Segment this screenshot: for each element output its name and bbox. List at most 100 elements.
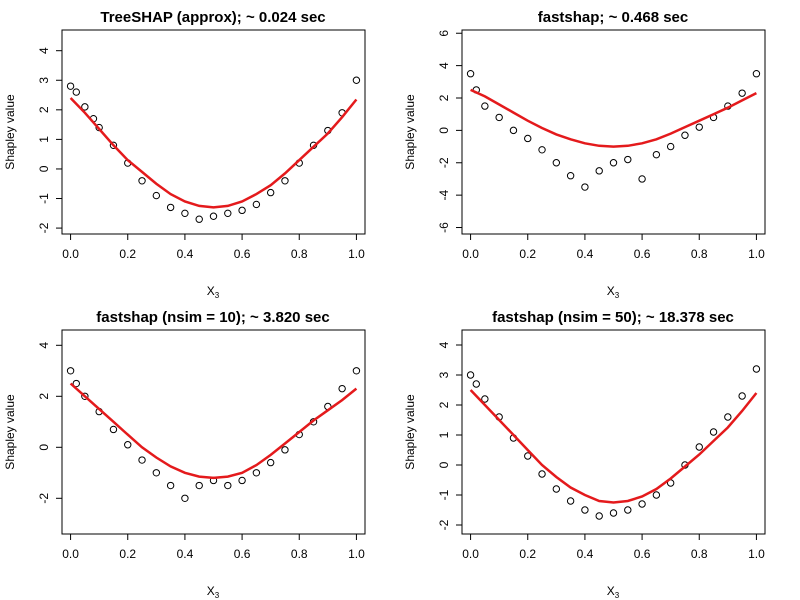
panel-2-points <box>466 70 761 191</box>
panel-3-point <box>166 481 175 490</box>
panel-2-xtick-label: 0.8 <box>691 247 708 261</box>
panel-1-ytick-label: 0 <box>37 165 51 172</box>
panel-1-point <box>138 177 146 185</box>
panel-3-xlabel: X3 <box>207 584 220 600</box>
panel-4-xtick-label: 1.0 <box>748 547 765 561</box>
panel-1-point <box>352 76 361 84</box>
panel-1-point <box>195 215 203 223</box>
panel-4-xtick-label: 0.4 <box>577 547 594 561</box>
panel-3-ticks: 0.0 0.2 0.4 0.6 0.8 1.0 -2 0 2 4 <box>37 342 365 561</box>
panel-1-ticks: 0.0 0.2 0.4 0.6 0.8 1.0 -2 -1 0 1 2 3 4 <box>37 47 365 261</box>
panel-3-xtick-label: 0.6 <box>234 547 251 561</box>
panel-4-point <box>624 506 632 514</box>
panel-2-point <box>581 183 589 191</box>
panel-3-smooth-line <box>69 382 358 480</box>
panel-3-ytick-label: -2 <box>37 493 51 504</box>
panel-1-ytick-label: 2 <box>37 106 51 113</box>
panel-3-point <box>138 456 146 464</box>
panel-4-point <box>481 395 489 403</box>
panel-2-point <box>481 102 489 110</box>
panel-1-ytick-label: 3 <box>37 77 51 84</box>
panel-2-ytick-label: -4 <box>437 189 451 200</box>
panel-1-ytick-label: 4 <box>37 47 51 54</box>
panel-2-ytick-label: 2 <box>437 94 451 101</box>
panel-4-ytick-label: 0 <box>437 461 451 468</box>
panel-4-point <box>724 413 732 421</box>
panel-2-point <box>495 113 503 122</box>
panel-3-point <box>266 458 275 467</box>
panel-1-points <box>66 76 361 223</box>
panel-3-title: fastshap (nsim = 10); ~ 3.820 sec <box>96 309 329 326</box>
panel-2-title: fastshap; ~ 0.468 sec <box>538 9 689 26</box>
panel-1-point <box>266 188 275 197</box>
panel-4-ytick-label: 2 <box>437 401 451 408</box>
panel-2-ytick-label: 0 <box>437 127 451 134</box>
panel-2-point <box>652 150 661 159</box>
panel-4-point <box>524 452 532 460</box>
panel-4-point <box>595 512 603 520</box>
panel-2-xlabel: X3 <box>607 284 620 300</box>
panel-2-xtick-label: 1.0 <box>748 247 765 261</box>
panel-4-plot-frame <box>461 329 766 535</box>
panel-3-point <box>281 446 289 454</box>
panel-1-point <box>238 206 246 215</box>
panel-1-point <box>209 212 218 220</box>
panel-3-xtick-label: 1.0 <box>348 547 365 561</box>
panel-4-ytick-label: -2 <box>437 519 451 530</box>
panel-3-point <box>124 441 132 449</box>
panel-4-point <box>638 500 646 508</box>
panel-4-point <box>472 380 480 388</box>
panel-4-xlabel: X3 <box>607 584 620 600</box>
panel-2-point <box>524 134 532 143</box>
panel-1-ytick-label: -2 <box>37 222 51 233</box>
panel-3-ytick-label: 4 <box>37 342 51 349</box>
panel-3-xtick-label: 0.4 <box>177 547 194 561</box>
panel-1-smooth-path <box>69 97 358 209</box>
panel-3-point <box>66 367 75 375</box>
panel-4-ytick-label: 1 <box>437 431 451 438</box>
panel-2-point <box>552 159 561 167</box>
panel-3-point <box>72 379 80 388</box>
panel-4-xtick-label: 0.8 <box>691 547 708 561</box>
panel-1-xtick-label: 0.8 <box>291 247 308 261</box>
panel-4-points <box>466 365 761 520</box>
panel-3-point <box>152 469 161 477</box>
panel-2-smooth-line <box>470 88 757 148</box>
panel-4-title: fastshap (nsim = 50); ~ 18.378 sec <box>492 309 734 326</box>
panel-1-point <box>152 191 161 200</box>
panel-1-point <box>66 82 75 90</box>
panel-4-smooth-path <box>469 389 758 504</box>
panel-1-point <box>166 203 175 212</box>
panel-2-plot-frame <box>461 29 766 235</box>
panel-4-xtick-label: 0.6 <box>634 547 651 561</box>
panel-2-point <box>638 175 646 183</box>
panel-2-xtick-label: 0.4 <box>577 247 594 261</box>
panel-2-xtick-label: 0.6 <box>634 247 651 261</box>
panel-1-point <box>109 141 118 150</box>
panel-3-point <box>81 392 89 400</box>
panel-4-smooth-line <box>469 389 758 504</box>
panel-2-point <box>738 89 746 97</box>
panel-3-point <box>224 481 232 490</box>
panel-4-point <box>538 470 546 478</box>
panel-4-point <box>552 485 561 493</box>
panel-1: TreeSHAP (approx); ~ 0.024 sec 0.0 0.2 0.4… <box>3 9 366 300</box>
panel-2-point <box>695 123 703 131</box>
panel-1-xtick-label: 0.6 <box>234 247 251 261</box>
panel-3-point <box>181 494 189 502</box>
panel-2-ticks: 0.0 0.2 0.4 0.6 0.8 1.0 -6 -4 -2 0 2 4 6 <box>437 30 765 261</box>
panel-4-ylabel: Shapley value <box>403 394 417 470</box>
panel-2-point <box>595 167 603 175</box>
panel-2-ytick-label: -2 <box>437 157 451 168</box>
panel-1-ytick-label: 1 <box>37 136 51 143</box>
panel-1-xlabel: X3 <box>207 284 220 300</box>
panel-3-point <box>352 367 361 375</box>
panel-3-point <box>338 384 346 393</box>
panel-4-ticks: 0.0 0.2 0.4 0.6 0.8 1.0 -2 -1 0 1 2 3 4 <box>437 341 765 561</box>
panel-3-xtick-label: 0.2 <box>119 547 136 561</box>
panel-4-point <box>466 371 475 379</box>
panel-1-xtick-label: 0.4 <box>177 247 194 261</box>
panel-4-point <box>738 392 746 400</box>
panel-1-ylabel: Shapley value <box>3 94 17 170</box>
panel-4-point <box>695 443 703 451</box>
